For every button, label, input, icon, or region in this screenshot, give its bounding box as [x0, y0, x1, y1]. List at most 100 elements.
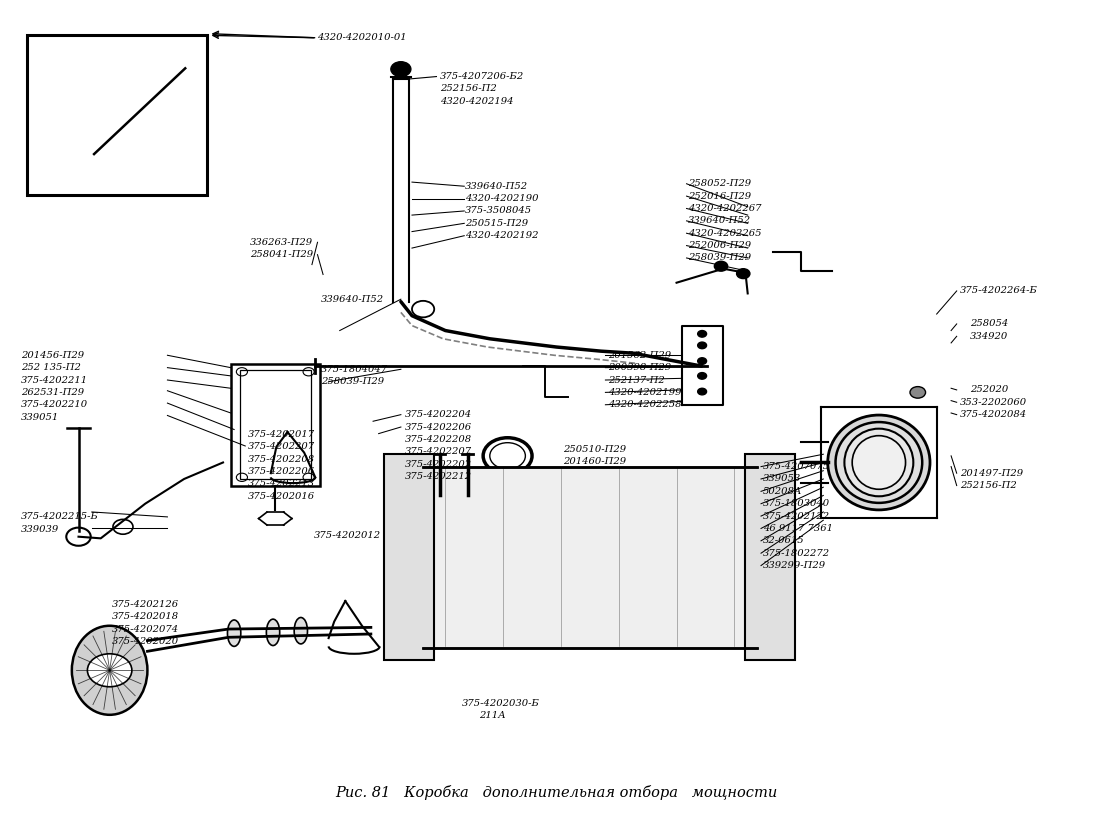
Text: 375-4202264-Б: 375-4202264-Б	[961, 287, 1038, 296]
Bar	[746, 454, 796, 660]
Circle shape	[698, 330, 707, 337]
Text: 252020: 252020	[971, 386, 1008, 394]
Circle shape	[737, 268, 750, 278]
Circle shape	[715, 261, 728, 271]
Text: 258052-П29: 258052-П29	[688, 179, 751, 188]
Circle shape	[88, 654, 131, 686]
Text: 375-4202211: 375-4202211	[21, 376, 88, 385]
Text: 375-4202126: 375-4202126	[111, 600, 179, 609]
Ellipse shape	[845, 429, 914, 496]
Text: 375-4202207: 375-4202207	[405, 447, 472, 456]
Text: 250515-П29: 250515-П29	[465, 219, 529, 228]
Circle shape	[698, 358, 707, 364]
Text: 201497-П29: 201497-П29	[961, 468, 1023, 477]
Text: 32-0615: 32-0615	[764, 536, 805, 545]
Text: 4320-4202267: 4320-4202267	[688, 204, 761, 213]
Text: 334920: 334920	[971, 332, 1008, 341]
Ellipse shape	[836, 422, 923, 503]
Text: 250510-П29: 250510-П29	[563, 444, 627, 453]
Text: 252 135-П2: 252 135-П2	[21, 363, 80, 373]
Text: 375-4202204: 375-4202204	[405, 411, 472, 419]
Bar	[239, 370, 311, 479]
Text: 375-4202074: 375-4202074	[111, 624, 179, 634]
Text: 339039: 339039	[21, 525, 59, 534]
Text: 339053: 339053	[764, 474, 801, 483]
Ellipse shape	[741, 467, 772, 648]
Text: 200398-П29: 200398-П29	[608, 363, 671, 373]
Text: 4320-4202265: 4320-4202265	[688, 229, 761, 238]
Bar	[423, 467, 757, 648]
Text: 375-1804047: 375-1804047	[321, 365, 388, 374]
Text: 375-4202084: 375-4202084	[961, 411, 1027, 419]
Text: 339640-П52: 339640-П52	[465, 182, 529, 191]
Text: 258039-П29: 258039-П29	[688, 254, 751, 263]
Text: 252156-П2: 252156-П2	[440, 84, 496, 93]
Text: 375-4202208: 375-4202208	[405, 434, 472, 444]
Ellipse shape	[266, 620, 279, 646]
Text: 252006-П29: 252006-П29	[688, 241, 751, 250]
Text: 375-4202212: 375-4202212	[405, 472, 472, 481]
Text: 339640-П52: 339640-П52	[688, 216, 751, 225]
Text: 4320-4202258: 4320-4202258	[608, 401, 681, 409]
Text: 375-4202206: 375-4202206	[247, 467, 315, 476]
Ellipse shape	[294, 618, 307, 644]
Text: 375-4202206: 375-4202206	[405, 423, 472, 431]
Text: 201456-П29: 201456-П29	[21, 351, 83, 360]
Text: 4320-4202192: 4320-4202192	[465, 231, 539, 240]
Text: 375-1803040: 375-1803040	[764, 499, 830, 508]
Text: 375-4202018: 375-4202018	[111, 612, 179, 621]
Bar	[230, 363, 319, 486]
Text: 258039-П29: 258039-П29	[321, 377, 384, 387]
Text: 375-3508045: 375-3508045	[465, 206, 532, 216]
Text: 375-1802272: 375-1802272	[764, 548, 830, 558]
Text: 201460-П29: 201460-П29	[563, 457, 627, 466]
Text: 375-4202012: 375-4202012	[314, 530, 382, 539]
Text: 201562-П29: 201562-П29	[608, 351, 671, 360]
Ellipse shape	[72, 626, 147, 714]
Text: 4320-4202010-01: 4320-4202010-01	[317, 33, 407, 42]
Circle shape	[910, 387, 926, 398]
Text: 375-4207075: 375-4207075	[764, 462, 830, 471]
Circle shape	[698, 342, 707, 349]
Ellipse shape	[410, 467, 437, 648]
Text: 375-4202210: 375-4202210	[21, 401, 88, 409]
Text: 375-4202215-Б: 375-4202215-Б	[21, 512, 99, 521]
Ellipse shape	[227, 620, 240, 647]
Text: 4320-4202199: 4320-4202199	[608, 388, 681, 396]
Ellipse shape	[853, 435, 906, 489]
Circle shape	[112, 520, 132, 534]
Text: 375-4202020: 375-4202020	[111, 637, 179, 646]
Text: 375-4202030-Б: 375-4202030-Б	[462, 699, 540, 708]
Bar	[28, 36, 207, 195]
Text: 4320-4202194: 4320-4202194	[440, 97, 513, 106]
Text: 339640-П52: 339640-П52	[321, 295, 384, 304]
Text: 375-4202207: 375-4202207	[247, 442, 315, 451]
Circle shape	[698, 373, 707, 379]
Text: 262531-П29: 262531-П29	[21, 388, 83, 396]
Ellipse shape	[828, 415, 930, 510]
Text: 258041-П29: 258041-П29	[249, 250, 313, 259]
Text: 375-4202202: 375-4202202	[405, 459, 472, 468]
Text: 375-4202122: 375-4202122	[764, 511, 830, 520]
Text: 252156-П2: 252156-П2	[961, 481, 1017, 490]
Text: 4320-4202190: 4320-4202190	[465, 194, 539, 203]
Text: 252016-П29: 252016-П29	[688, 192, 751, 201]
Text: 336263-П29: 336263-П29	[249, 238, 313, 247]
Text: 375-4207206-Б2: 375-4207206-Б2	[440, 72, 524, 81]
Text: 339299-П29: 339299-П29	[764, 561, 826, 570]
Text: 375-4202208: 375-4202208	[247, 454, 315, 463]
Text: 339051: 339051	[21, 413, 59, 421]
Circle shape	[698, 388, 707, 395]
Text: 50208А: 50208А	[764, 487, 802, 496]
Text: 258054: 258054	[971, 320, 1008, 329]
Bar	[384, 454, 434, 660]
Circle shape	[391, 62, 411, 77]
Text: 252137-П2: 252137-П2	[608, 376, 664, 385]
Text: 375-4202213: 375-4202213	[247, 479, 315, 488]
Text: 375-4202017: 375-4202017	[247, 430, 315, 439]
Text: 211А: 211А	[479, 711, 505, 720]
Text: 375-4202016: 375-4202016	[247, 491, 315, 501]
Text: 353-2202060: 353-2202060	[961, 398, 1027, 406]
Text: 46 9117 7361: 46 9117 7361	[764, 524, 834, 533]
Text: Рис. 81   Коробка   дополнительная отбора   мощности: Рис. 81 Коробка дополнительная отбора мо…	[335, 785, 778, 800]
